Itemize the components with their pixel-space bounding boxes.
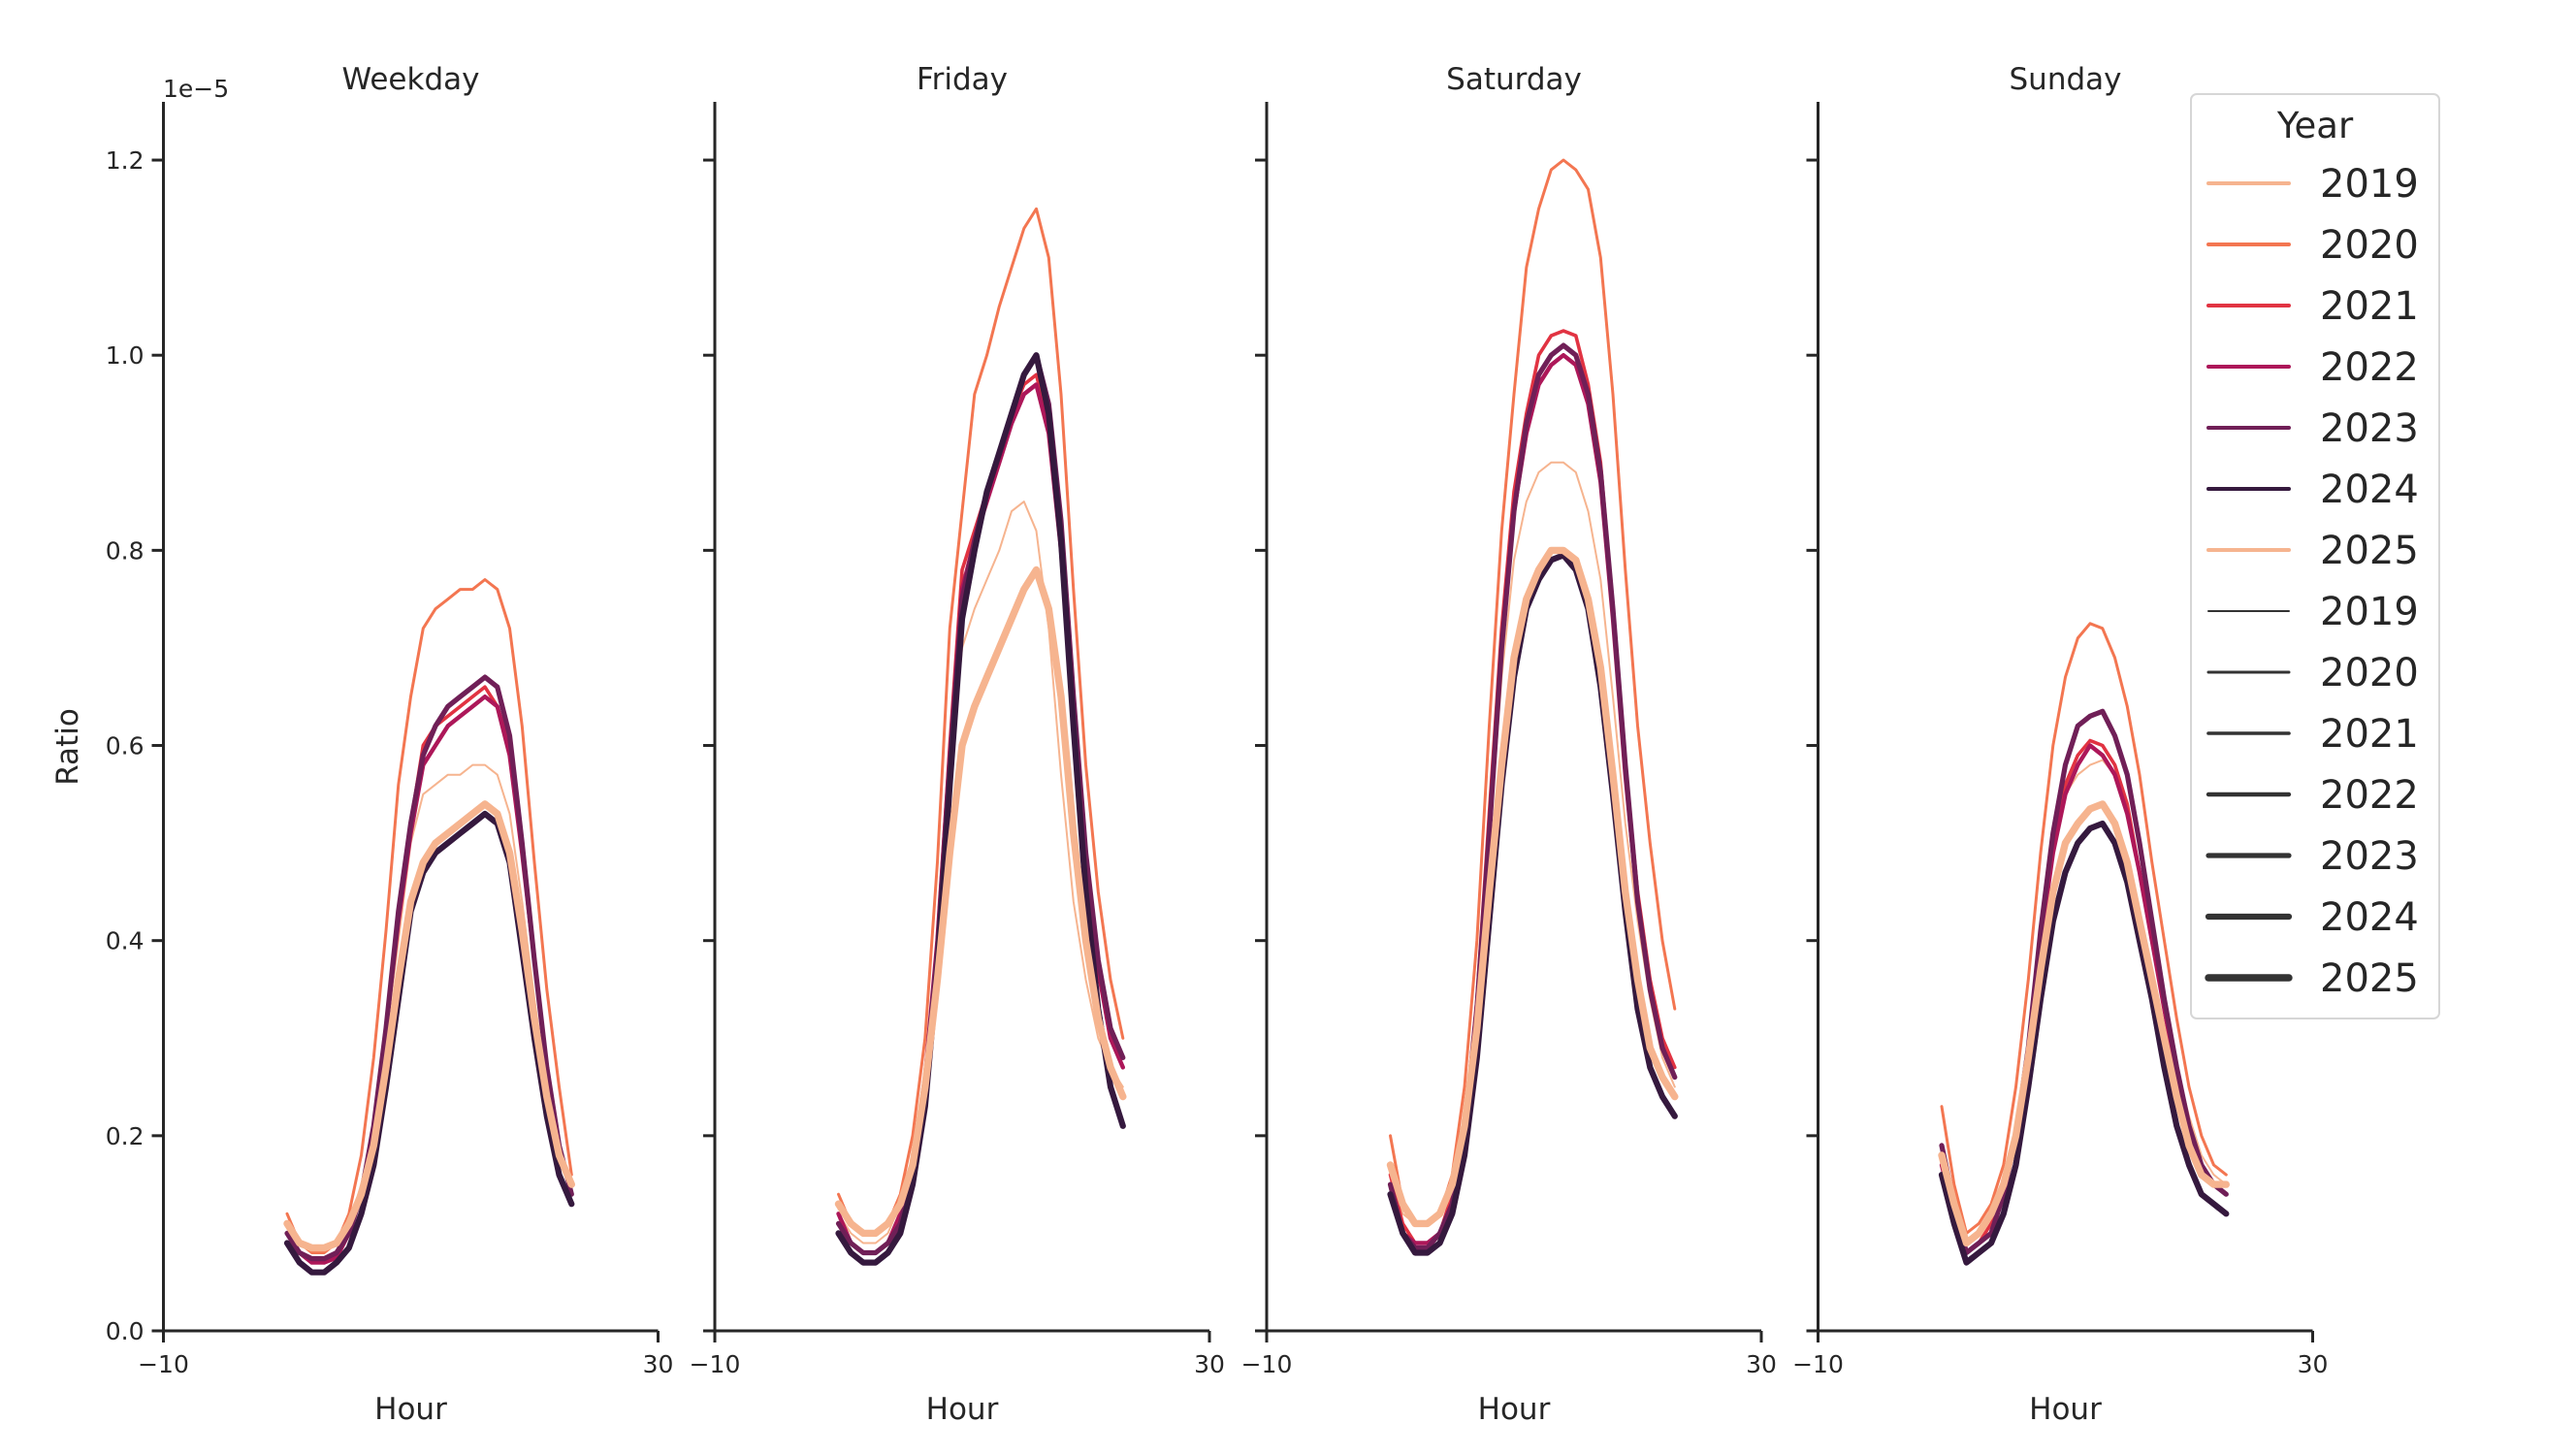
x-tick-label: 30: [2298, 1350, 2329, 1378]
legend-title: Year: [2276, 105, 2354, 146]
legend-label: 2021: [2320, 712, 2419, 757]
y-tick-label: 0.4: [106, 927, 145, 955]
x-tick-label: 30: [1746, 1350, 1777, 1378]
series-line-friday-2020: [837, 207, 1125, 1235]
legend-label: 2020: [2320, 651, 2419, 695]
x-axis-title: Hour: [926, 1392, 999, 1427]
series-line-saturday-2025: [1386, 546, 1679, 1228]
legend-label: 2022: [2320, 345, 2419, 390]
series-line-weekday-2024: [283, 810, 575, 1276]
legend-label: 2022: [2320, 773, 2419, 818]
panel-title: Saturday: [1446, 62, 1582, 97]
legend-label: 2019: [2320, 162, 2419, 207]
panel-title: Sunday: [2010, 62, 2122, 97]
x-tick-label: 30: [1194, 1350, 1225, 1378]
legend-label: 2020: [2320, 223, 2419, 268]
x-axis-title: Hour: [2029, 1392, 2102, 1427]
legend-box: [2190, 93, 2440, 1019]
x-tick-label: −10: [138, 1350, 189, 1378]
series-line-friday-2024: [835, 352, 1126, 1266]
y-tick-label: 1.2: [106, 146, 145, 175]
x-axis-title: Hour: [1478, 1392, 1551, 1427]
series-line-weekday-2023: [284, 674, 574, 1262]
x-axis-title: Hour: [374, 1392, 447, 1427]
legend-label: 2025: [2320, 956, 2419, 1001]
y-tick-label: 0.2: [106, 1122, 145, 1150]
legend-label: 2025: [2320, 529, 2419, 573]
y-tick-label: 1.0: [106, 341, 145, 370]
series-line-friday-2025: [834, 566, 1127, 1238]
x-tick-label: −10: [1792, 1350, 1844, 1378]
y-tick-label: 0.6: [106, 732, 145, 760]
series-line-friday-2019: [837, 501, 1124, 1245]
x-tick-label: −10: [690, 1350, 741, 1378]
x-tick-label: 30: [643, 1350, 674, 1378]
panel-title: Weekday: [342, 62, 480, 97]
series-line-sunday-2025: [1938, 800, 2231, 1247]
y-tick-label: 0.0: [106, 1317, 145, 1345]
legend-label: 2023: [2320, 834, 2419, 879]
series-line-sunday-2024: [1938, 820, 2230, 1266]
series-line-weekday-2025: [283, 800, 575, 1252]
x-tick-label: −10: [1241, 1350, 1293, 1378]
series-line-saturday-2023: [1387, 342, 1678, 1251]
y-offset-label: 1e−5: [163, 75, 229, 103]
legend-label: 2024: [2320, 895, 2419, 940]
legend-label: 2019: [2320, 590, 2419, 634]
legend-label: 2024: [2320, 468, 2419, 512]
series-line-sunday-2020: [1940, 622, 2228, 1235]
y-tick-label: 0.8: [106, 536, 145, 565]
series-line-sunday-2023: [1939, 708, 2229, 1256]
y-axis-title: Ratio: [50, 708, 85, 786]
series-line-saturday-2020: [1389, 158, 1677, 1225]
legend-label: 2021: [2320, 284, 2419, 329]
panel-title: Friday: [917, 62, 1008, 97]
series-line-saturday-2021: [1388, 329, 1677, 1245]
legend-label: 2023: [2320, 406, 2419, 451]
